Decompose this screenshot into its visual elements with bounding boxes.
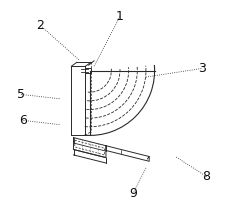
Text: 1: 1 — [116, 10, 124, 23]
Text: 9: 9 — [129, 187, 137, 200]
Text: 6: 6 — [19, 114, 27, 127]
Text: 3: 3 — [198, 62, 206, 75]
Text: 5: 5 — [17, 88, 24, 101]
Text: 2: 2 — [36, 19, 44, 32]
Text: 8: 8 — [203, 170, 210, 183]
